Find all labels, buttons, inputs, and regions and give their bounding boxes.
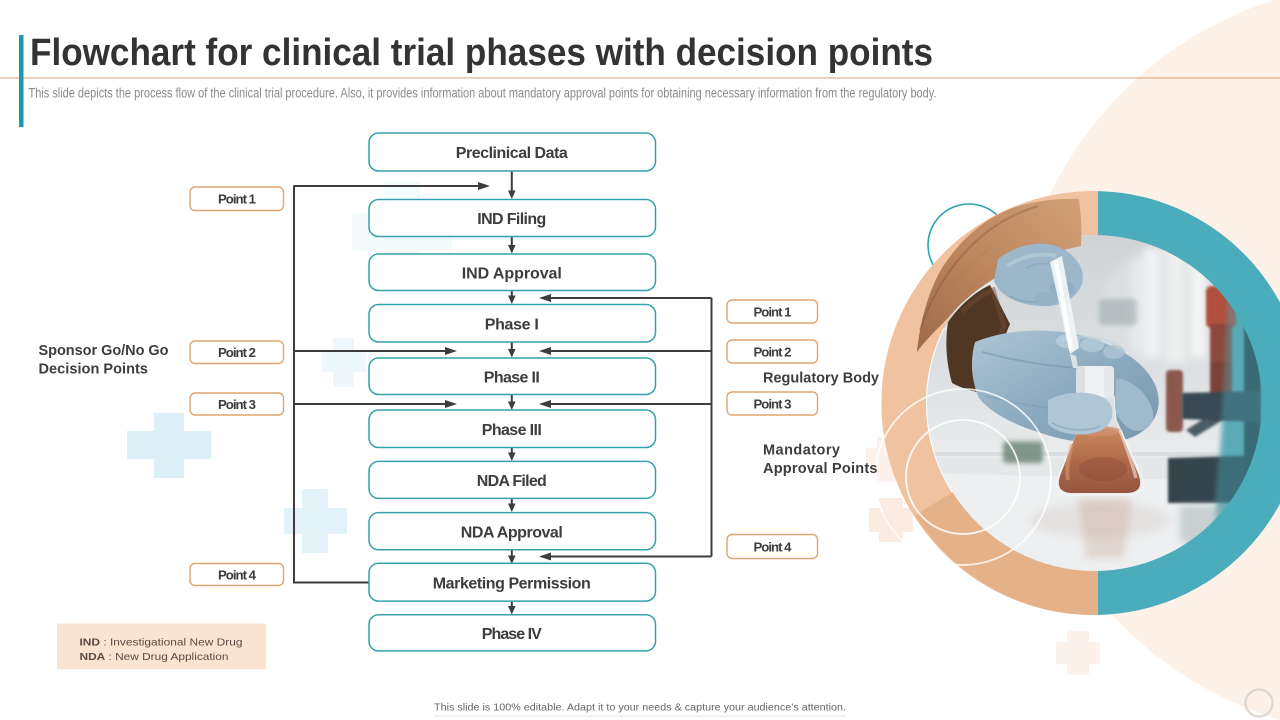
svg-text:Point 3: Point 3 bbox=[754, 396, 792, 411]
svg-text:This slide is 100% editable. A: This slide is 100% editable. Adapt it to… bbox=[434, 703, 846, 714]
svg-text:Phase IV: Phase IV bbox=[482, 626, 542, 643]
svg-text:Point 4: Point 4 bbox=[218, 567, 257, 582]
svg-text:Marketing Permission: Marketing Permission bbox=[433, 575, 591, 592]
svg-text:Preclinical Data: Preclinical Data bbox=[456, 145, 568, 162]
svg-text:Sponsor Go/No Go: Sponsor Go/No Go bbox=[39, 343, 169, 359]
svg-text:IND Filing: IND Filing bbox=[477, 211, 546, 228]
svg-text:Point 1: Point 1 bbox=[754, 304, 792, 319]
svg-text:Point 4: Point 4 bbox=[754, 539, 793, 554]
svg-text:Point 2: Point 2 bbox=[754, 344, 792, 359]
svg-text:NDA Filed: NDA Filed bbox=[477, 473, 547, 490]
svg-text:NDA Approval: NDA Approval bbox=[461, 524, 563, 541]
svg-text:NDA : New Drug Application: NDA : New Drug Application bbox=[80, 651, 229, 663]
svg-text:This slide depicts the process: This slide depicts the process flow of t… bbox=[29, 86, 937, 101]
svg-text:Decision Points: Decision Points bbox=[39, 361, 149, 377]
svg-text:Flowchart for clinical trial p: Flowchart for clinical trial phases with… bbox=[30, 32, 933, 74]
svg-text:Approval Points: Approval Points bbox=[763, 461, 878, 477]
svg-text:Phase I: Phase I bbox=[485, 317, 539, 334]
svg-text:Point 1: Point 1 bbox=[218, 191, 256, 206]
svg-text:IND Approval: IND Approval bbox=[462, 265, 562, 282]
svg-text:Phase II: Phase II bbox=[484, 369, 540, 386]
svg-text:Regulatory Body: Regulatory Body bbox=[763, 371, 879, 387]
svg-text:IND : Investigational New Drug: IND : Investigational New Drug bbox=[80, 637, 243, 649]
svg-text:Phase III: Phase III bbox=[482, 422, 542, 439]
svg-text:Mandatory: Mandatory bbox=[763, 442, 840, 458]
svg-text:Point 2: Point 2 bbox=[218, 345, 256, 360]
svg-text:Point 3: Point 3 bbox=[218, 397, 256, 412]
